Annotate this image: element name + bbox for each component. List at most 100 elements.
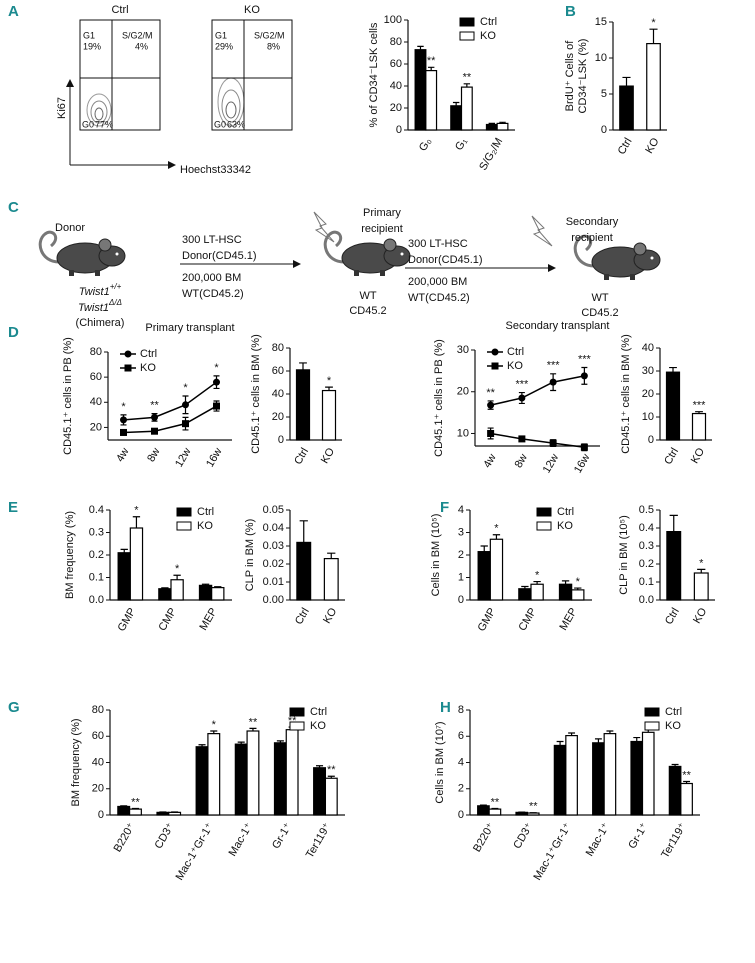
recipient-strain: WT bbox=[591, 292, 608, 304]
gate-pct: 19% bbox=[83, 41, 101, 51]
y-tick-label: 0.05 bbox=[263, 504, 284, 516]
bar bbox=[273, 742, 287, 816]
line bbox=[123, 381, 217, 421]
irradiation-icon bbox=[531, 215, 553, 247]
bar bbox=[207, 733, 221, 816]
bar bbox=[630, 740, 644, 816]
significance-label: ** bbox=[327, 764, 336, 776]
legend-label: Ctrl bbox=[310, 706, 327, 718]
panel-label: C bbox=[8, 199, 19, 216]
y-axis-label: CD45.1⁺ cells in PB (%) bbox=[433, 339, 445, 457]
y-tick-label: 60 bbox=[272, 365, 284, 377]
flow-plot: KO G1 29% S/G2/M 8% G0 63% bbox=[211, 4, 293, 131]
bar bbox=[117, 552, 131, 601]
y-tick-label: 0 bbox=[601, 124, 607, 136]
legend-swatch bbox=[644, 721, 660, 731]
y-axis-label: BM frequency (%) bbox=[70, 718, 82, 806]
y-tick-label: 40 bbox=[642, 342, 654, 354]
x-tick-label: CD3⁺ bbox=[153, 821, 177, 851]
flow-frame bbox=[79, 19, 161, 131]
mouse-icon bbox=[323, 230, 412, 278]
bar bbox=[518, 588, 532, 601]
significance-label: * bbox=[576, 576, 581, 588]
genotype: Twist1Δ/Δ bbox=[78, 298, 122, 314]
legend-label: KO bbox=[310, 720, 326, 732]
transfer-text: Donor(CD45.1) bbox=[182, 250, 257, 262]
legend-label: KO bbox=[197, 520, 213, 532]
bar bbox=[641, 731, 655, 816]
x-tick-label: Mac-1⁺Gr-1⁺ bbox=[531, 821, 574, 883]
error-bar bbox=[492, 534, 501, 540]
significance-label: * bbox=[121, 401, 126, 413]
x-tick-label: Gr-1⁺ bbox=[626, 821, 650, 851]
error-bar bbox=[120, 805, 128, 807]
bar bbox=[246, 730, 260, 816]
bar bbox=[234, 743, 248, 816]
significance-label: ** bbox=[682, 769, 691, 781]
marker bbox=[213, 378, 220, 386]
significance-label: * bbox=[134, 505, 139, 517]
x-tick-label: 16w bbox=[204, 446, 225, 470]
transfer-text: 300 LT-HSC bbox=[182, 234, 242, 246]
error-bar bbox=[669, 514, 678, 532]
x-tick-label: Mac-1⁺Gr-1⁺ bbox=[174, 821, 217, 883]
line bbox=[123, 405, 217, 434]
error-bar bbox=[561, 580, 570, 585]
x-tick-label: 8w bbox=[513, 452, 530, 470]
gate-name: G1 bbox=[215, 30, 227, 40]
y-tick-label: 0.3 bbox=[639, 540, 654, 552]
y-tick-label: 0 bbox=[458, 594, 464, 606]
error-bar bbox=[249, 727, 257, 731]
error-bar bbox=[649, 28, 658, 44]
panel-label: B bbox=[565, 3, 576, 20]
contour bbox=[225, 101, 237, 119]
gate-pct: 77% bbox=[95, 119, 113, 129]
gate-pct: 29% bbox=[215, 41, 233, 51]
legend-label: Ctrl bbox=[197, 506, 214, 518]
x-tick-label: 16w bbox=[572, 452, 593, 476]
gate-pct: 63% bbox=[227, 119, 245, 129]
y-tick-label: 0.2 bbox=[89, 549, 104, 561]
recipient-title: recipient bbox=[361, 223, 403, 235]
error-bar bbox=[697, 568, 706, 573]
transfer-text: 200,000 BM bbox=[408, 276, 467, 288]
legend-marker bbox=[491, 362, 499, 370]
bar bbox=[211, 587, 225, 601]
legend-label: KO bbox=[665, 720, 681, 732]
irradiation-icon bbox=[313, 211, 335, 243]
bar bbox=[450, 105, 463, 131]
x-tick-label: KO bbox=[319, 446, 338, 466]
bar bbox=[592, 742, 605, 816]
genotype: Twist1+/+ bbox=[79, 282, 122, 298]
panel-label: F bbox=[440, 499, 449, 516]
y-tick-label: 80 bbox=[272, 342, 284, 354]
error-bar bbox=[276, 740, 284, 743]
x-tick-label: GMP bbox=[476, 606, 499, 634]
marker bbox=[182, 420, 189, 428]
x-tick-label: 8w bbox=[145, 446, 162, 464]
y-axis-label: CD45.1⁺ cells in BM (%) bbox=[250, 334, 262, 454]
donor-label: Donor bbox=[55, 222, 85, 234]
error-bar bbox=[463, 83, 471, 88]
significance-label: ** bbox=[529, 801, 538, 813]
bar bbox=[414, 49, 427, 131]
error-bar bbox=[417, 45, 424, 50]
bar bbox=[460, 86, 473, 131]
y-tick-label: 2 bbox=[458, 549, 464, 561]
x-tick-label: B220⁺ bbox=[112, 821, 138, 854]
significance-label: * bbox=[651, 17, 656, 29]
error-bar bbox=[568, 732, 576, 736]
y-tick-label: 6 bbox=[458, 730, 464, 742]
y-tick-label: 0.00 bbox=[263, 594, 284, 606]
legend-swatch bbox=[289, 707, 305, 717]
y-tick-label: 20 bbox=[90, 421, 102, 433]
y-tick-label: 4 bbox=[458, 504, 464, 516]
legend-swatch bbox=[459, 31, 475, 41]
x-tick-label: CMP bbox=[156, 606, 179, 633]
error-bar bbox=[299, 520, 308, 543]
legend-label: Ctrl bbox=[665, 706, 682, 718]
bar bbox=[565, 734, 578, 816]
significance-label: ** bbox=[486, 387, 495, 399]
y-tick-label: 0.1 bbox=[89, 571, 104, 583]
